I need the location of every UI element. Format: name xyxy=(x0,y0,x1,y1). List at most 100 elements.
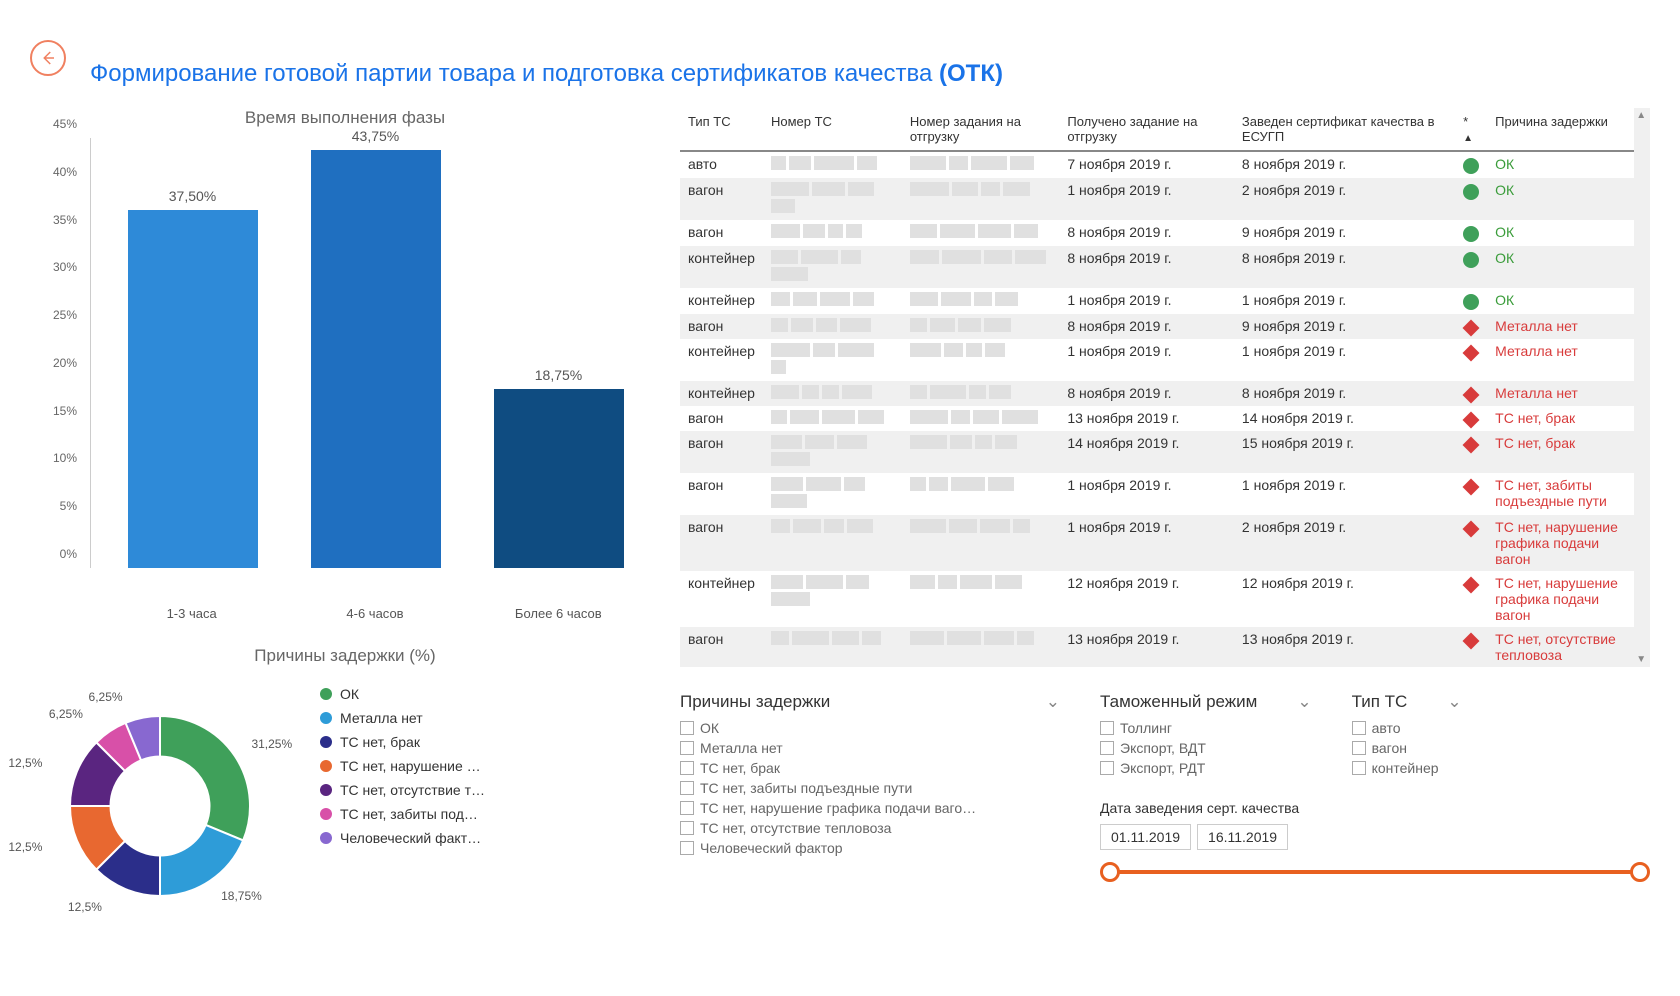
filter-tstype-item[interactable]: контейнер xyxy=(1352,760,1462,776)
table-row[interactable]: вагон13 ноября 2019 г.14 ноября 2019 г.Т… xyxy=(680,406,1634,431)
legend-item[interactable]: Человеческий факт… xyxy=(320,830,485,846)
date-from-input[interactable]: 01.11.2019 xyxy=(1100,824,1191,850)
table-header[interactable]: Номер задания на отгрузку xyxy=(902,108,1060,151)
table-row[interactable]: вагон1 ноября 2019 г.2 ноября 2019 г.ОК xyxy=(680,178,1634,220)
filter-customs-item[interactable]: Экспорт, РДТ xyxy=(1100,760,1312,776)
y-axis-tick: 10% xyxy=(53,451,77,465)
filter-reason-item[interactable]: ОК xyxy=(680,720,1060,736)
cell-cert: 15 ноября 2019 г. xyxy=(1234,431,1455,473)
checkbox-icon xyxy=(1352,761,1366,775)
date-slider[interactable] xyxy=(1100,862,1650,882)
filter-customs-header[interactable]: Таможенный режим ⌄ xyxy=(1100,692,1312,712)
cell-received: 8 ноября 2019 г. xyxy=(1059,220,1234,246)
redacted-cell xyxy=(763,178,902,220)
filter-reasons-header[interactable]: Причины задержки ⌄ xyxy=(680,692,1060,712)
table-scrollbar[interactable]: ▲ ▼ xyxy=(1634,108,1650,667)
filter-reason-item[interactable]: ТС нет, брак xyxy=(680,760,1060,776)
donut-chart: Причины задержки (%) 31,25%18,75%12,5%12… xyxy=(30,646,660,936)
checkbox-icon xyxy=(680,761,694,775)
date-range-filter: Дата заведения серт. качества 01.11.2019… xyxy=(1100,800,1650,882)
x-axis-label: 4-6 часов xyxy=(305,606,445,621)
table-row[interactable]: контейнер1 ноября 2019 г.1 ноября 2019 г… xyxy=(680,288,1634,314)
filter-reason-item[interactable]: ТС нет, забиты подъездные пути xyxy=(680,780,1060,796)
redacted-cell xyxy=(902,288,1060,314)
status-ok-icon xyxy=(1463,226,1479,242)
cell-reason: ТС нет, брак xyxy=(1487,431,1634,473)
cell-received: 14 ноября 2019 г. xyxy=(1059,431,1234,473)
filter-customs-item[interactable]: Экспорт, ВДТ xyxy=(1100,740,1312,756)
donut-pct-label: 12,5% xyxy=(8,756,42,770)
legend-item[interactable]: ТС нет, брак xyxy=(320,734,485,750)
donut-slice[interactable] xyxy=(160,716,250,840)
table-header[interactable]: Получено задание на отгрузку xyxy=(1059,108,1234,151)
cell-status-icon xyxy=(1455,571,1487,627)
table-row[interactable]: вагон14 ноября 2019 г.15 ноября 2019 г.Т… xyxy=(680,431,1634,473)
legend-label: ТС нет, нарушение … xyxy=(340,758,481,774)
cell-received: 1 ноября 2019 г. xyxy=(1059,339,1234,381)
redacted-cell xyxy=(763,220,902,246)
table-row[interactable]: вагон13 ноября 2019 г.13 ноября 2019 г.Т… xyxy=(680,627,1634,667)
table-row[interactable]: вагон8 ноября 2019 г.9 ноября 2019 г.Мет… xyxy=(680,314,1634,339)
table-header[interactable]: Заведен сертификат качества в ЕСУГП xyxy=(1234,108,1455,151)
cell-reason: ТС нет, брак xyxy=(1487,406,1634,431)
date-to-input[interactable]: 16.11.2019 xyxy=(1197,824,1288,850)
table-header[interactable]: *▲ xyxy=(1455,108,1487,151)
donut-pct-label: 6,25% xyxy=(89,690,123,704)
legend-item[interactable]: ТС нет, отсутствие т… xyxy=(320,782,485,798)
filter-customs-item[interactable]: Толлинг xyxy=(1100,720,1312,736)
cell-type: вагон xyxy=(680,515,763,571)
filter-reason-item[interactable]: ТС нет, нарушение графика подачи ваго… xyxy=(680,800,1060,816)
table-row[interactable]: вагон1 ноября 2019 г.1 ноября 2019 г.ТС … xyxy=(680,473,1634,515)
redacted-cell xyxy=(902,220,1060,246)
y-axis-tick: 20% xyxy=(53,356,77,370)
table-row[interactable]: вагон8 ноября 2019 г.9 ноября 2019 г.ОК xyxy=(680,220,1634,246)
cell-status-icon xyxy=(1455,627,1487,667)
redacted-cell xyxy=(763,339,902,381)
legend-item[interactable]: ОК xyxy=(320,686,485,702)
redacted-cell xyxy=(763,151,902,178)
table-row[interactable]: авто7 ноября 2019 г.8 ноября 2019 г.ОК xyxy=(680,151,1634,178)
donut-slice[interactable] xyxy=(160,825,243,896)
table-row[interactable]: контейнер8 ноября 2019 г.8 ноября 2019 г… xyxy=(680,246,1634,288)
cell-reason: ТС нет, отсутствие тепловоза xyxy=(1487,627,1634,667)
table-header[interactable]: Причина задержки xyxy=(1487,108,1634,151)
cell-status-icon xyxy=(1455,406,1487,431)
redacted-cell xyxy=(763,627,902,667)
filter-tstype-item[interactable]: авто xyxy=(1352,720,1462,736)
back-button[interactable] xyxy=(30,40,66,76)
filter-reason-label: ТС нет, нарушение графика подачи ваго… xyxy=(700,800,976,816)
bar[interactable] xyxy=(311,150,441,568)
table-row[interactable]: контейнер12 ноября 2019 г.12 ноября 2019… xyxy=(680,571,1634,627)
filter-reason-item[interactable]: Человеческий фактор xyxy=(680,840,1060,856)
cell-received: 1 ноября 2019 г. xyxy=(1059,515,1234,571)
legend-item[interactable]: ТС нет, нарушение … xyxy=(320,758,485,774)
redacted-cell xyxy=(902,571,1060,627)
legend-dot-icon xyxy=(320,808,332,820)
filter-customs-label: Толлинг xyxy=(1120,720,1172,736)
filter-customs-label: Экспорт, РДТ xyxy=(1120,760,1205,776)
redacted-cell xyxy=(902,246,1060,288)
bar[interactable] xyxy=(494,389,624,568)
table-header[interactable]: Номер ТС xyxy=(763,108,902,151)
table-row[interactable]: контейнер8 ноября 2019 г.8 ноября 2019 г… xyxy=(680,381,1634,406)
redacted-cell xyxy=(902,314,1060,339)
legend-label: Металла нет xyxy=(340,710,423,726)
redacted-cell xyxy=(902,406,1060,431)
redacted-cell xyxy=(763,473,902,515)
status-bad-icon xyxy=(1463,577,1480,594)
cell-type: авто xyxy=(680,151,763,178)
bar[interactable] xyxy=(128,210,258,568)
checkbox-icon xyxy=(1100,741,1114,755)
table-header[interactable]: Тип ТС xyxy=(680,108,763,151)
cell-received: 1 ноября 2019 г. xyxy=(1059,178,1234,220)
table-row[interactable]: вагон1 ноября 2019 г.2 ноября 2019 г.ТС … xyxy=(680,515,1634,571)
filter-reason-item[interactable]: ТС нет, отсутствие тепловоза xyxy=(680,820,1060,836)
table-row[interactable]: контейнер1 ноября 2019 г.1 ноября 2019 г… xyxy=(680,339,1634,381)
legend-item[interactable]: ТС нет, забиты под… xyxy=(320,806,485,822)
filter-tstype-header[interactable]: Тип ТС ⌄ xyxy=(1352,692,1462,712)
filter-tstype-item[interactable]: вагон xyxy=(1352,740,1462,756)
cell-status-icon xyxy=(1455,151,1487,178)
legend-item[interactable]: Металла нет xyxy=(320,710,485,726)
filter-reason-item[interactable]: Металла нет xyxy=(680,740,1060,756)
cell-status-icon xyxy=(1455,431,1487,473)
